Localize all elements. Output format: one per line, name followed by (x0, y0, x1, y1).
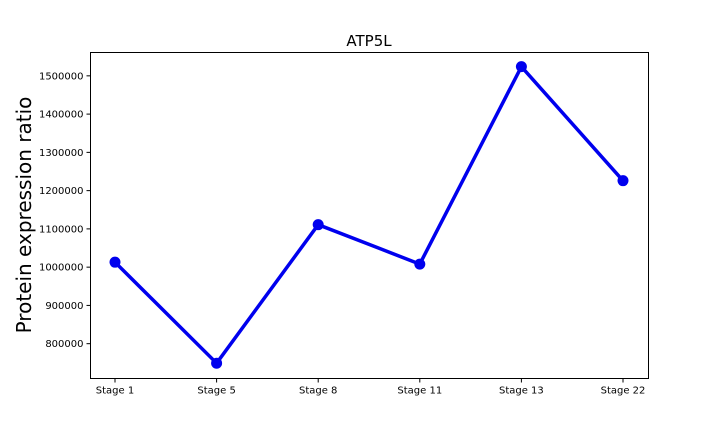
series-line (113, 64, 625, 365)
x-tick-label: Stage 1 (96, 386, 134, 397)
data-point (312, 219, 324, 231)
y-tick-label: 900000 (45, 301, 83, 312)
y-tick-label: 1300000 (39, 148, 84, 159)
plot-frame (90, 52, 649, 379)
data-point (414, 258, 426, 270)
x-tick-label: Stage 5 (197, 386, 235, 397)
x-tick-label: Stage 13 (499, 386, 544, 397)
data-point (109, 256, 121, 268)
y-tick-label: 1100000 (39, 224, 84, 235)
data-point (617, 175, 629, 187)
x-tick-label: Stage 22 (601, 386, 646, 397)
y-tick-label: 1500000 (39, 71, 84, 82)
data-point (515, 61, 527, 73)
y-tick-label: 1000000 (39, 263, 84, 274)
y-tick-label: 800000 (45, 339, 83, 350)
y-axis-label: Protein expression ratio (12, 97, 36, 334)
y-tick-label: 1400000 (39, 110, 84, 121)
y-tick-label: 1200000 (39, 186, 84, 197)
data-point (211, 357, 223, 369)
x-tick-label: Stage 8 (299, 386, 337, 397)
chart-title: ATP5L (346, 32, 392, 50)
x-tick-label: Stage 11 (397, 386, 442, 397)
